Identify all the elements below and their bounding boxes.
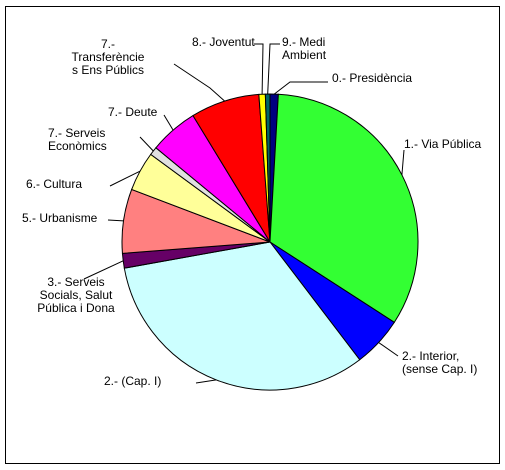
leader-line [401, 149, 405, 176]
leader-line [378, 342, 399, 357]
slice-label: 9.- Medi Ambient [282, 35, 327, 62]
slice-label: 3.- Serveis Socials, Salut Pública i Dona [37, 275, 115, 315]
leader-line [173, 63, 226, 102]
leader-line [195, 379, 217, 384]
slice-label: 0.- Presidència [332, 71, 412, 85]
slice-label-line: 9.- Medi [282, 35, 325, 49]
slice-label-line: s Ens Públics [72, 63, 144, 77]
pie-slice [123, 241, 361, 391]
slice-label: 2.- (Cap. I) [104, 374, 161, 388]
slice-label-line: 2.- (Cap. I) [104, 374, 161, 388]
leader-line [267, 43, 280, 95]
leader-line [83, 260, 124, 280]
slice-label-line: 1.- Via Pública [404, 137, 481, 151]
slice-label: 6.- Cultura [26, 177, 82, 191]
leader-line [254, 43, 264, 95]
slice-label-line: 8.- Joventut [192, 35, 255, 49]
slice-label-line: Socials, Salut [40, 288, 113, 302]
pie-slice [264, 93, 271, 243]
slice-label-line: 7.- [101, 37, 115, 51]
slice-label-line: 0.- Presidència [332, 71, 412, 85]
slice-label-line: Pública i Dona [37, 301, 115, 315]
slice-label: 7.- Deute [108, 105, 158, 119]
slice-label-line: 6.- Cultura [26, 177, 82, 191]
slice-label: 5.- Urbanisme [22, 211, 98, 225]
slice-label-line: 3.- Serveis [47, 275, 104, 289]
leader-line [139, 136, 154, 152]
slice-label: 7.-Transferèncie s Ens Públics [72, 37, 145, 77]
pie-slices [121, 93, 419, 391]
slice-label-line: 7.- Serveis [48, 126, 105, 140]
leader-line [107, 219, 124, 222]
leader-lines [83, 43, 405, 384]
slice-label: 8.- Joventut [192, 35, 255, 49]
leader-line [163, 114, 174, 131]
slice-label: 1.- Via Pública [404, 137, 481, 151]
slice-labels: 0.- Presidència 1.- Via Pública 2.- Interi… [22, 35, 481, 388]
slice-label-line: Transferèncie [72, 50, 145, 64]
slice-label-line: 7.- Deute [108, 105, 158, 119]
leader-line [109, 170, 141, 187]
slice-label: 2.- Interior, (sense Cap. I) [402, 349, 477, 376]
slice-label-line: (sense Cap. I) [402, 362, 477, 376]
leader-line [273, 81, 328, 95]
slice-label-line: 5.- Urbanisme [22, 211, 98, 225]
slice-label-line: Econòmics [48, 139, 107, 153]
slice-label-line: 2.- Interior, [402, 349, 459, 363]
slice-label-line: Ambient [282, 48, 327, 62]
slice-label: 7.- Serveis Econòmics [48, 126, 107, 153]
